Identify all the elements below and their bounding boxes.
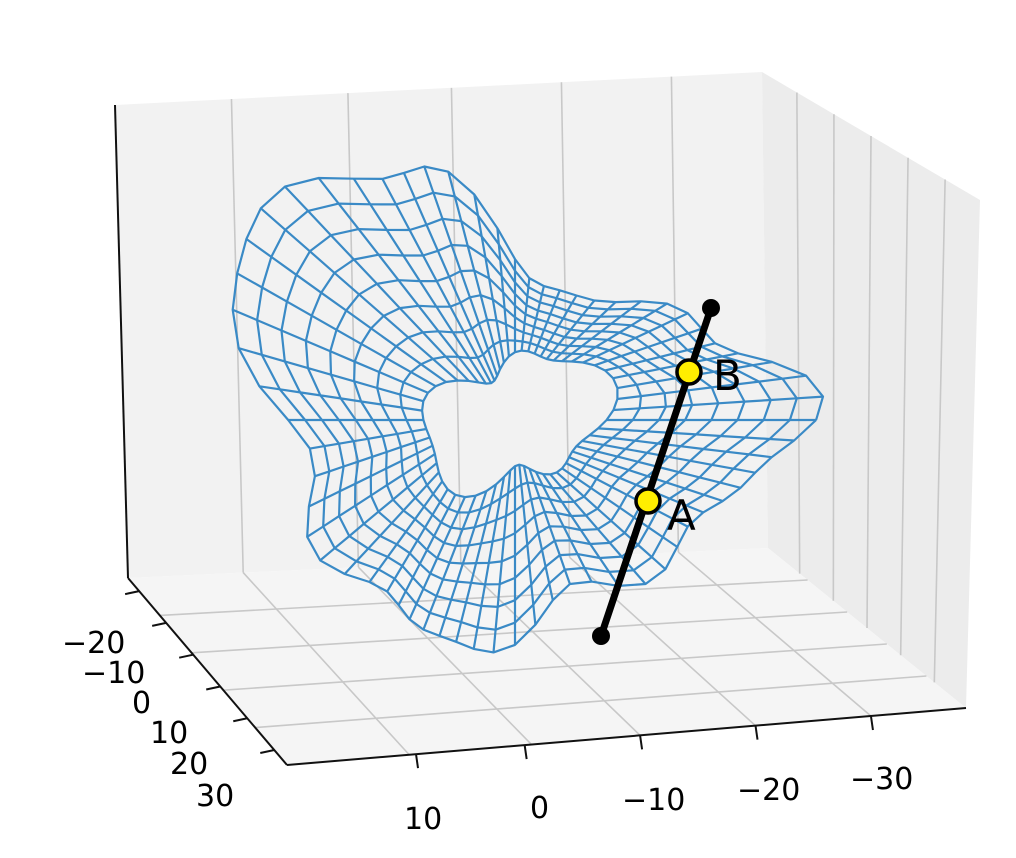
mesh-spoke-line <box>594 327 703 367</box>
mesh-spoke-line <box>455 484 498 643</box>
bottom-tick-label: 10 <box>404 802 442 837</box>
tick-marks <box>124 590 874 769</box>
mesh-spoke-line <box>528 468 571 585</box>
mesh-spoke-line <box>552 301 617 362</box>
bottom-tick-label: −10 <box>622 783 685 818</box>
point-b-marker <box>675 358 703 386</box>
mesh-spoke-line <box>612 352 739 380</box>
mesh-spoke-line <box>571 302 668 363</box>
mesh-spoke-line <box>308 444 434 508</box>
mesh-spoke-line <box>613 395 824 412</box>
mesh-spoke-line <box>561 467 678 548</box>
mesh-spoke-line <box>309 427 427 450</box>
segment-group: A B <box>592 299 742 645</box>
mesh-spoke-line <box>319 462 438 562</box>
segment-endpoint-bottom <box>592 627 610 645</box>
mesh-spoke-line <box>549 473 647 585</box>
mesh-spoke-line <box>545 299 596 360</box>
mesh-spoke-line <box>539 294 578 358</box>
mesh-spoke-line <box>397 494 457 606</box>
point-a-marker <box>634 487 662 515</box>
mesh-spoke-line <box>581 439 756 474</box>
grid-lines <box>159 76 946 756</box>
mesh-spoke-line <box>352 178 487 385</box>
mesh-spoke-line <box>317 177 480 384</box>
mesh-spoke-line <box>520 277 531 351</box>
mesh-spoke-line <box>422 495 477 630</box>
left-tick-label: 30 <box>196 779 234 814</box>
left-tick-label: −10 <box>82 656 145 691</box>
segment-endpoint-top <box>702 299 720 317</box>
point-b-label: B <box>713 351 742 400</box>
back-right-pane <box>762 72 980 708</box>
left-tick-label: 0 <box>132 686 151 721</box>
mesh-spoke-line <box>472 476 506 650</box>
mesh-spoke-line <box>527 285 545 352</box>
mesh-spoke-line <box>561 300 642 363</box>
mesh-spoke-line <box>589 434 772 459</box>
axis-edges <box>114 104 967 766</box>
mesh-spoke-line <box>408 496 466 620</box>
mesh-spoke-line <box>568 456 704 514</box>
mesh-spoke-line <box>236 272 437 388</box>
floor-pane <box>128 548 966 765</box>
mesh-spoke-line <box>232 308 429 394</box>
mesh-spoke-line <box>492 470 512 653</box>
mesh-spoke-line <box>447 171 502 370</box>
mesh-spoke-line <box>617 374 807 401</box>
mesh-spoke-line <box>522 465 554 601</box>
point-a-label: A <box>667 491 696 540</box>
mesh-spoke-line <box>284 185 470 382</box>
mesh-spoke-line <box>259 385 423 412</box>
left-tick-label: 10 <box>150 716 188 751</box>
bottom-axis-tick-labels: 10 0 −10 −20 −30 <box>404 762 913 837</box>
mesh-spoke-line <box>533 289 561 355</box>
mesh-spoke-line <box>260 207 459 382</box>
left-tick-label: 20 <box>170 747 208 782</box>
mesh-spoke-line <box>473 194 505 363</box>
mesh-spoke-line <box>343 471 440 575</box>
bottom-tick-label: −30 <box>850 762 913 797</box>
mesh-spoke-line <box>402 172 496 382</box>
mesh-spoke-line <box>518 464 537 625</box>
left-tick-label: −20 <box>62 626 125 661</box>
mesh-spoke-line <box>556 471 667 571</box>
mesh-spoke-line <box>306 453 436 538</box>
mesh-spoke-line <box>534 471 593 583</box>
left-axis-tick-labels: −20 −10 0 10 20 30 <box>62 626 234 814</box>
mesh-spoke-line <box>496 228 510 357</box>
mesh-spoke-line <box>542 473 620 587</box>
mesh-spoke-line <box>571 450 724 503</box>
mesh-spoke-line <box>245 238 447 383</box>
mesh-spoke-line <box>314 436 431 478</box>
mesh-spoke-line <box>598 427 795 442</box>
mesh-spoke-line <box>386 488 449 593</box>
back-left-pane <box>115 72 768 578</box>
wireframe-mesh <box>231 165 825 654</box>
mesh-spoke-line <box>381 178 493 384</box>
mesh-spoke-line <box>238 347 424 403</box>
mesh-spoke-line <box>368 480 444 583</box>
mesh-spoke-line <box>565 462 689 528</box>
mesh-spoke-line <box>423 166 499 377</box>
mesh-spoke-line <box>582 312 689 364</box>
bottom-tick-label: 0 <box>530 791 549 826</box>
mesh-spoke-line <box>438 490 488 637</box>
bottom-tick-label: −20 <box>737 773 800 808</box>
